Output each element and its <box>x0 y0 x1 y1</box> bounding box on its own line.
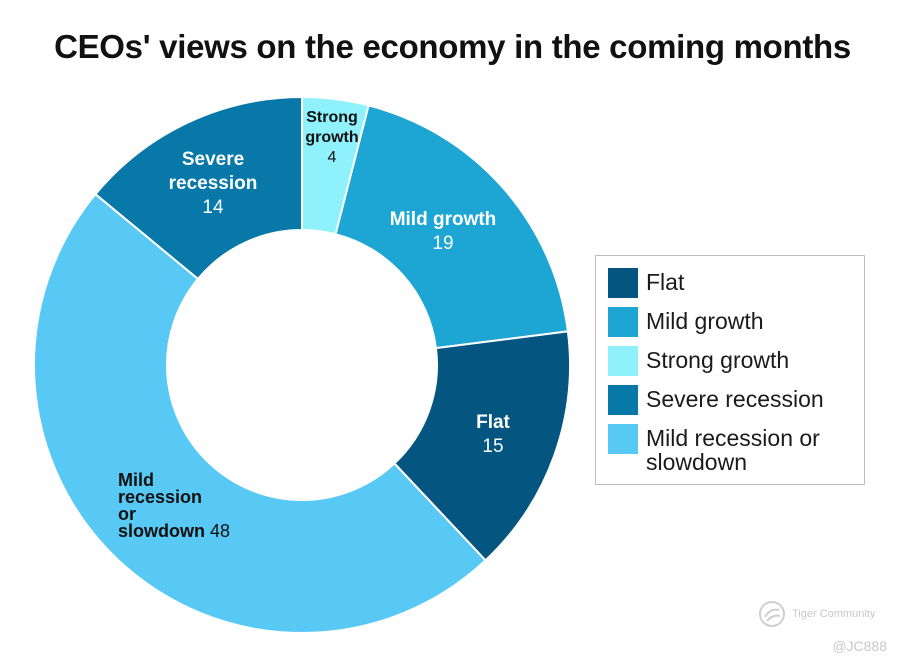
slice-label-value: 15 <box>482 436 503 457</box>
legend-label: Flat <box>646 269 685 295</box>
slice-label-name-line: Severe <box>182 149 244 170</box>
donut-slice-flat <box>393 330 571 562</box>
slice-label-severe-recession: Severe recession 14 <box>169 149 258 218</box>
tiger-logo-icon <box>759 601 785 627</box>
legend-item: Mild recession or slowdown <box>608 424 854 474</box>
slice-label-value: 19 <box>432 233 453 254</box>
watermark: Tiger Community <box>758 600 875 628</box>
legend-swatch <box>608 307 638 337</box>
slice-label-name-line: Flat <box>476 412 510 433</box>
slice-label-value: 4 <box>328 149 337 166</box>
slice-label-name-line: recession <box>169 173 258 194</box>
watermark-brand: Tiger Community <box>792 608 876 620</box>
slice-label-name-line: or <box>118 504 136 524</box>
legend-item: Strong growth <box>608 346 854 376</box>
legend-swatch <box>608 268 638 298</box>
legend-item: Mild growth <box>608 307 854 337</box>
donut-slice-mild-recession-or-slowdown <box>33 192 487 635</box>
slice-label-name-line: Mild growth <box>390 209 497 230</box>
chart-title: CEOs' views on the economy in the coming… <box>54 28 851 65</box>
slice-label-strong-growth: Strong growth 4 <box>305 109 358 166</box>
legend-label: Severe recession <box>646 386 824 412</box>
donut-slice-mild-growth <box>334 104 570 350</box>
donut-slice-severe-recession <box>94 95 303 281</box>
legend-swatch <box>608 424 638 454</box>
slice-label-mild-growth: Mild growth 19 <box>390 209 497 254</box>
slice-label-value: 14 <box>202 197 224 218</box>
legend-label: Mild growth <box>646 308 764 334</box>
legend-item: Flat <box>608 268 854 298</box>
legend-item: Severe recession <box>608 385 854 415</box>
chart-legend: Flat Mild growth Strong growth Severe reces… <box>595 255 865 485</box>
slice-label-name-line: Mild <box>118 470 154 490</box>
legend-label: Strong growth <box>646 347 790 373</box>
slice-label-name-line: Strong <box>306 109 358 126</box>
legend-swatch <box>608 346 638 376</box>
watermark-handle: @JC888 <box>832 638 887 654</box>
slice-label-name-line: slowdown 48 <box>118 521 230 541</box>
legend-swatch <box>608 385 638 415</box>
slice-label-flat: Flat 15 <box>476 412 510 457</box>
slice-label-name-line: growth <box>305 129 358 146</box>
slice-label-name-line: recession <box>118 487 202 507</box>
slice-label-value: 48 <box>210 521 230 541</box>
legend-label: Mild recession or slowdown <box>646 425 820 475</box>
